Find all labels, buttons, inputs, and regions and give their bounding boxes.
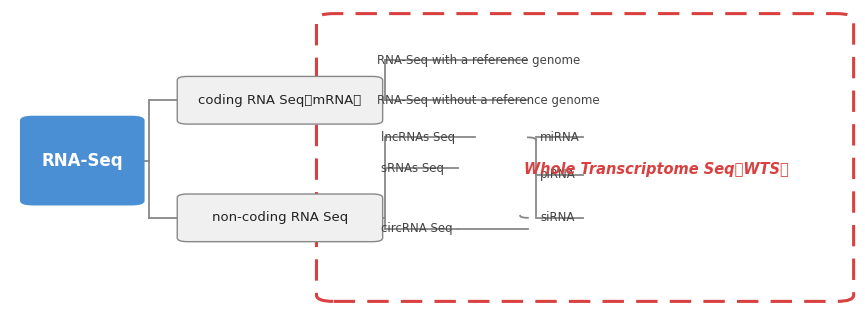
FancyBboxPatch shape — [177, 77, 382, 124]
Text: non-coding RNA Seq: non-coding RNA Seq — [212, 211, 348, 224]
Text: Whole Transcriptome Seq（WTS）: Whole Transcriptome Seq（WTS） — [523, 162, 788, 177]
Text: siRNA: siRNA — [540, 211, 574, 224]
Text: miRNA: miRNA — [540, 131, 580, 144]
FancyBboxPatch shape — [177, 194, 382, 242]
Text: piRNA: piRNA — [540, 168, 576, 181]
Text: RNA-Seq: RNA-Seq — [42, 152, 123, 169]
FancyBboxPatch shape — [20, 116, 144, 205]
Text: lncRNAs Seq: lncRNAs Seq — [381, 131, 455, 144]
Text: circRNA Seq: circRNA Seq — [381, 222, 452, 235]
Text: sRNAs Seq: sRNAs Seq — [381, 162, 444, 175]
Text: RNA-Seq with a reference genome: RNA-Seq with a reference genome — [376, 54, 580, 66]
Text: RNA-Seq without a reference genome: RNA-Seq without a reference genome — [376, 94, 599, 107]
Text: coding RNA Seq（mRNA）: coding RNA Seq（mRNA） — [198, 94, 362, 107]
